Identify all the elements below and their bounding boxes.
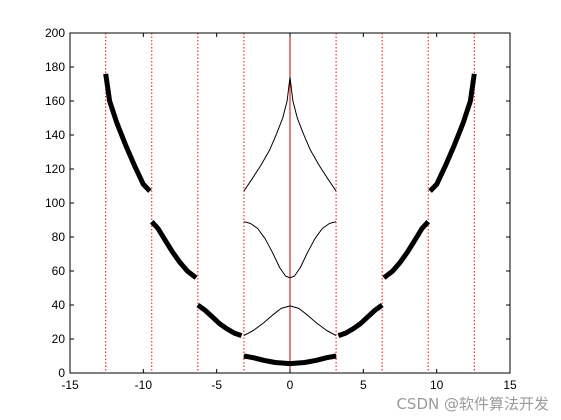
y-tick-label: 200: [45, 26, 65, 40]
series-thick-segment-5: [382, 220, 431, 280]
y-tick-label: 100: [45, 196, 65, 210]
series-thin-segment-2: [243, 76, 337, 192]
series-thick-segment-0: [103, 73, 152, 193]
series-thick-segment-3: [243, 353, 337, 367]
series-thin-segment-0: [243, 305, 337, 337]
y-tick-label: 20: [52, 332, 66, 346]
x-tick-label: -5: [211, 378, 222, 392]
y-tick-label: 80: [52, 230, 66, 244]
x-tick-label: 5: [360, 378, 367, 392]
watermark: CSDN @软件算法开发: [396, 395, 549, 413]
data-series: [103, 73, 477, 367]
y-tick-label: 0: [58, 366, 65, 380]
x-tick-label: -10: [135, 378, 153, 392]
y-tick-label: 140: [45, 128, 65, 142]
series-thin-segment-1: [243, 221, 337, 279]
y-tick-label: 60: [52, 264, 66, 278]
y-tick-label: 40: [52, 298, 66, 312]
x-tick-label: 15: [503, 378, 517, 392]
series-thick-segment-1: [149, 220, 198, 280]
series-thick-segment-6: [428, 73, 477, 193]
y-tick-label: 160: [45, 94, 65, 108]
x-tick-label: 0: [287, 378, 294, 392]
x-tick-label: 10: [430, 378, 444, 392]
y-tick-label: 180: [45, 60, 65, 74]
axes: -15 -10 -5 0 5 10 15 0 20 40 60 80 100 120 140 160 180 20…: [45, 26, 517, 392]
x-tick-label: -15: [61, 378, 79, 392]
y-tick-label: 120: [45, 162, 65, 176]
series-thick-segment-2: [196, 302, 243, 338]
series-thick-segment-4: [337, 302, 384, 338]
